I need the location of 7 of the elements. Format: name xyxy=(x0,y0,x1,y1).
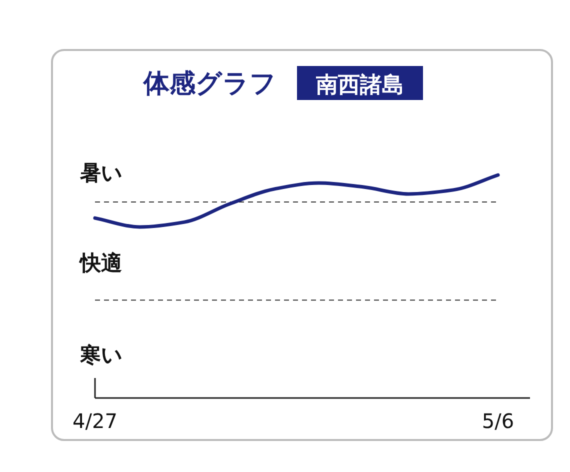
annotation: 寒い xyxy=(79,343,123,367)
chart-title: 体感グラフ xyxy=(142,69,276,99)
chart-subtitle: 南西諸島 xyxy=(315,73,404,98)
annotation: 快適 xyxy=(78,251,122,275)
annotation: 暑い xyxy=(79,161,123,185)
x-tick-label: 5/6 xyxy=(482,409,514,433)
x-tick-label: 4/27 xyxy=(72,409,118,433)
